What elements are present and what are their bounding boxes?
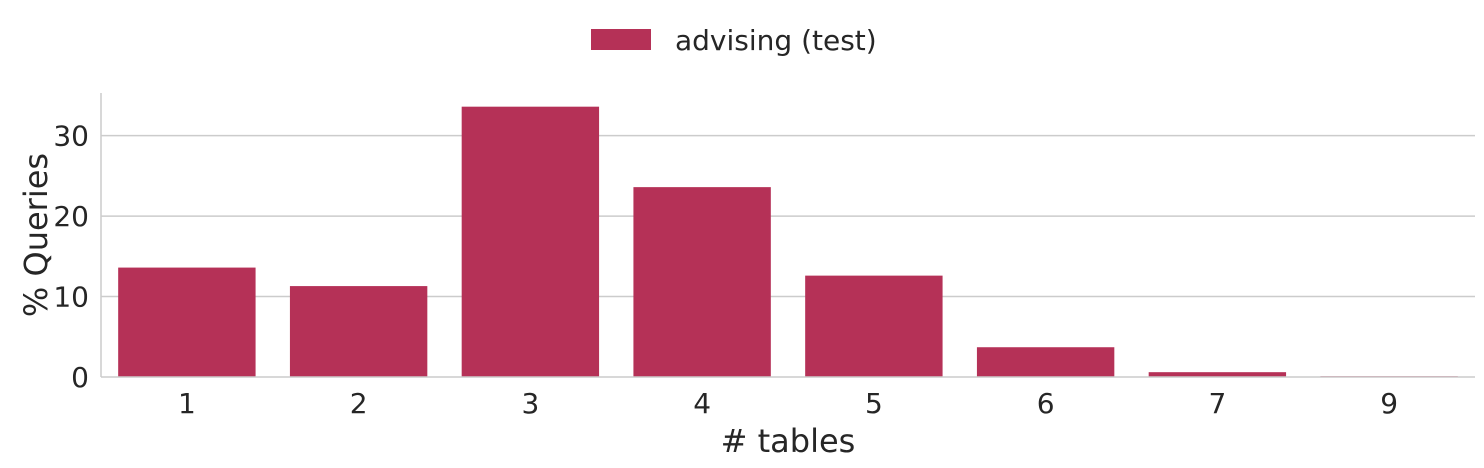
- bars: [118, 106, 1458, 377]
- legend-swatch: [591, 29, 651, 50]
- bar-3: [461, 106, 600, 377]
- x-tick-label-6: 6: [1037, 387, 1055, 420]
- y-tick-label-10: 10: [53, 281, 89, 314]
- x-tick-label-3: 3: [521, 387, 539, 420]
- x-tick-labels: 1 2 3 4 5 6 7 9: [178, 387, 1398, 420]
- y-tick-label-30: 30: [53, 120, 89, 153]
- x-tick-label-4: 4: [693, 387, 711, 420]
- bar-2: [289, 286, 428, 377]
- y-tick-label-0: 0: [71, 361, 89, 394]
- x-axis-label: # tables: [721, 422, 856, 460]
- legend: advising (test): [591, 24, 877, 57]
- x-tick-label-1: 1: [178, 387, 196, 420]
- bar-5: [805, 275, 943, 377]
- x-tick-label-7: 7: [1208, 387, 1226, 420]
- axes: [100, 93, 1475, 378]
- x-tick-label-9: 9: [1380, 387, 1398, 420]
- y-axis-label: % Queries: [17, 153, 55, 317]
- grid-lines: [101, 134, 1475, 298]
- bar-7: [1148, 372, 1287, 377]
- legend-label: advising (test): [675, 24, 877, 57]
- y-tick-labels: 0 10 20 30: [53, 120, 89, 394]
- y-tick-label-20: 20: [53, 200, 89, 233]
- x-tick-label-2: 2: [350, 387, 368, 420]
- x-tick-label-5: 5: [865, 387, 883, 420]
- bar-6: [976, 347, 1115, 377]
- bar-4: [633, 187, 771, 377]
- bar-1: [118, 267, 256, 377]
